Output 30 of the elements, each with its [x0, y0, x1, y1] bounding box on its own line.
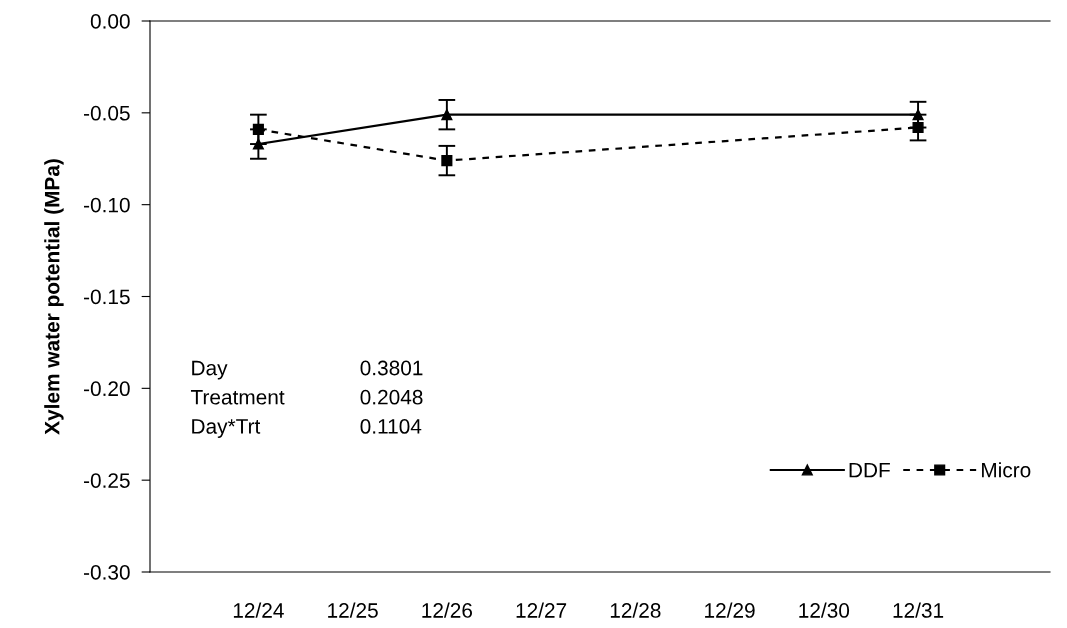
legend-label: Micro: [982, 462, 1031, 478]
annotation: 0.3801: [360, 360, 423, 376]
y-tick-label: -0.05: [84, 105, 130, 121]
annotation: Treatment: [190, 390, 285, 405]
point: [912, 121, 924, 134]
x-tick-label: 12/29: [705, 602, 755, 618]
annotation: 0.1104: [360, 419, 422, 434]
y-tick-label: -0.15: [84, 289, 130, 305]
y-tick-label: -0.30: [84, 565, 130, 580]
y-tick-label: -0.20: [84, 381, 130, 397]
point: [252, 138, 264, 150]
annotation: 0.2048: [360, 389, 423, 405]
point: [912, 109, 924, 121]
y-tick-label: -0.25: [84, 473, 130, 488]
point: [441, 155, 453, 167]
x-tick-label: 12/24: [233, 602, 284, 618]
x-tick-label: 12/28: [610, 602, 661, 618]
y-axis-title: Xylem water potential (MPa): [44, 159, 64, 435]
legend-label: DDF: [849, 462, 890, 478]
y-tick-label: -0.10: [84, 197, 130, 213]
x-tick-label: 12/26: [422, 602, 473, 618]
annotation: Day: [192, 360, 228, 380]
x-tick-label: 12/30: [799, 602, 850, 618]
point: [252, 123, 264, 135]
point: [441, 109, 453, 121]
x-tick-label: 12/31: [893, 602, 944, 618]
x-tick-label: 12/25: [328, 602, 378, 618]
y-tick-label: 0.00: [90, 14, 130, 29]
annotation: Day*Trt: [192, 419, 261, 438]
x-tick-label: 12/27: [516, 602, 567, 618]
